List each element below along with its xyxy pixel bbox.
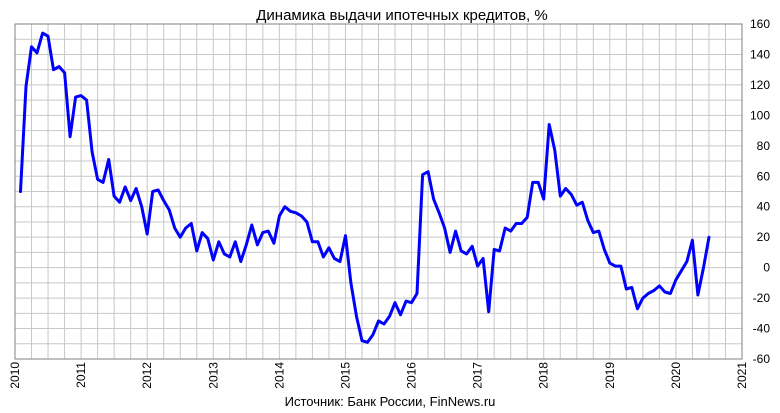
x-tick-label: 2013	[206, 362, 220, 389]
y-tick-label: -20	[753, 291, 771, 305]
x-tick-label: 2016	[405, 362, 419, 389]
chart-title: Динамика выдачи ипотечных кредитов, %	[256, 7, 547, 24]
x-tick-label: 2015	[338, 362, 352, 389]
y-tick-label: 140	[750, 47, 770, 61]
x-tick-label: 2012	[140, 362, 154, 389]
series-group	[19, 31, 711, 344]
x-tick-label: 2019	[603, 362, 617, 389]
plot-frame	[14, 23, 743, 360]
x-tick-label: 2014	[272, 362, 286, 389]
x-tick-label: 2011	[74, 362, 88, 388]
series-line	[19, 31, 711, 344]
source-note: Источник: Банк России, FinNews.ru	[285, 394, 496, 409]
y-tick-label: 80	[757, 139, 771, 153]
x-tick-label: 2020	[669, 362, 683, 389]
y-tick-label: -60	[753, 352, 771, 366]
y-tick-label: 40	[757, 200, 771, 214]
y-tick-label: 60	[757, 169, 771, 183]
x-tick-label: 2018	[537, 362, 551, 389]
x-tick-label: 2010	[8, 362, 22, 389]
y-axis: -60 -40 -20 0 20 40 60 80 100 120 140 160	[750, 17, 770, 366]
y-tick-label: 20	[757, 230, 771, 244]
x-axis: 2010 2011 2012 2013 2014 2015 2016 2017 2018 2019…	[8, 362, 749, 389]
y-tick-label: 0	[763, 261, 770, 275]
y-tick-label: 100	[750, 108, 770, 122]
y-tick-label: 120	[750, 78, 770, 92]
y-tick-label: -40	[753, 322, 771, 336]
x-tick-label: 2017	[471, 362, 485, 389]
y-tick-label: 160	[750, 17, 770, 31]
x-tick-label: 2021	[735, 362, 749, 389]
